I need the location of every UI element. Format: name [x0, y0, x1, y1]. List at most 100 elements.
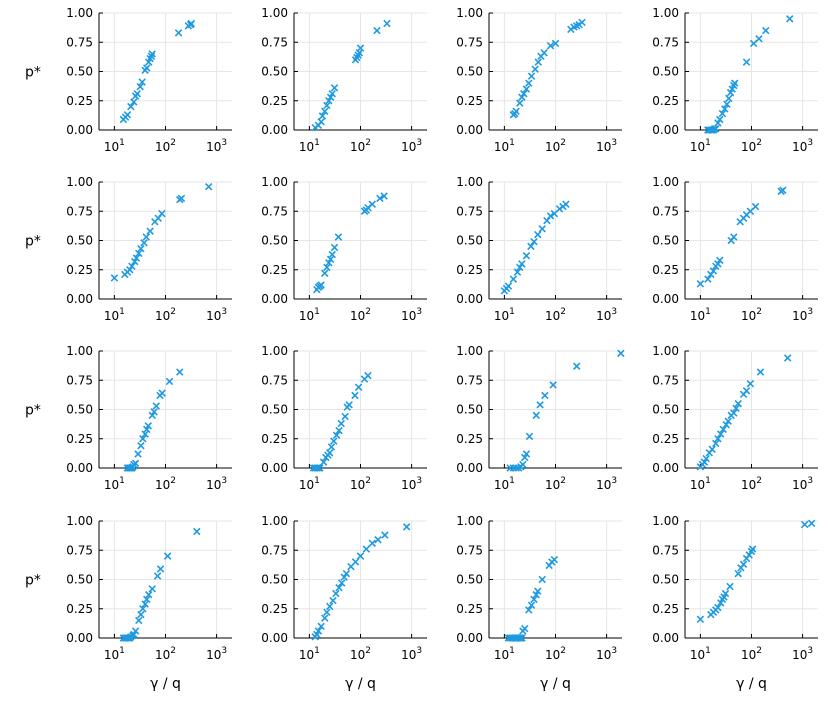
data-point — [137, 244, 145, 253]
data-point — [716, 256, 724, 265]
data-point — [143, 595, 151, 604]
data-point — [520, 453, 529, 462]
y-tick-label: 1.00 — [456, 175, 483, 189]
x-tick-label: 103 — [206, 476, 227, 492]
y-tick-label: 0.25 — [456, 263, 483, 277]
x-tick-label: 103 — [596, 138, 617, 154]
data-point — [342, 569, 351, 578]
data-point — [746, 380, 755, 388]
data-point — [745, 551, 753, 559]
data-point — [550, 555, 559, 564]
y-tick-label: 1.00 — [66, 6, 93, 20]
y-tick-label: 0.00 — [456, 292, 483, 306]
data-point — [143, 425, 151, 434]
subplot-7: 0.00 0.25 0.50 0.75 1.00 101 102 103 — [456, 175, 622, 323]
data-point — [318, 112, 327, 120]
data-point — [572, 362, 581, 370]
data-point — [351, 391, 359, 400]
data-point — [525, 79, 533, 87]
data-point — [532, 590, 540, 599]
data-point — [374, 535, 382, 544]
y-tick-label: 0.25 — [652, 263, 679, 277]
data-point — [381, 531, 389, 539]
data-point — [130, 630, 138, 639]
data-point — [710, 125, 719, 133]
y-tick-label: 0.75 — [652, 204, 679, 218]
y-tick-label: 0.00 — [652, 461, 679, 475]
data-point — [534, 587, 542, 595]
x-tick-label: 103 — [401, 307, 422, 323]
data-point — [734, 399, 742, 408]
y-tick-label: 0.50 — [261, 403, 288, 417]
y-tick-label: 0.75 — [456, 35, 483, 49]
data-point — [325, 602, 334, 611]
data-point — [152, 402, 161, 410]
data-point — [728, 85, 736, 93]
data-point — [156, 565, 165, 573]
data-point — [329, 596, 337, 605]
data-point — [518, 93, 526, 101]
x-tick-label: 102 — [741, 138, 762, 154]
y-tick-label: 1.00 — [66, 175, 93, 189]
y-tick-label: 0.50 — [261, 573, 288, 587]
x-tick-label: 103 — [206, 138, 227, 154]
y-tick-label: 0.25 — [261, 432, 288, 446]
data-point — [323, 101, 331, 110]
subplot-16: 0.00 0.25 0.50 0.75 1.00 101 102 103 γ / q — [652, 514, 818, 692]
x-tick-label: 103 — [206, 307, 227, 323]
subplot-14: 0.00 0.25 0.50 0.75 1.00 101 102 103 γ / q — [261, 514, 427, 692]
y-tick-label: 0.75 — [261, 204, 288, 218]
data-point — [362, 545, 371, 553]
y-tick-label: 0.50 — [261, 234, 288, 248]
data-point — [193, 527, 201, 536]
data-point — [321, 614, 329, 622]
data-point — [578, 18, 586, 27]
data-point — [187, 19, 196, 28]
data-point — [546, 42, 555, 50]
y-tick-label: 0.50 — [652, 403, 679, 417]
data-point — [525, 432, 534, 441]
y-tick-label: 0.00 — [261, 292, 288, 306]
y-tick-label: 0.25 — [66, 432, 93, 446]
x-tick-label: 101 — [299, 476, 320, 492]
y-tick-label: 0.25 — [261, 602, 288, 616]
data-point — [145, 58, 153, 66]
x-tick-label: 102 — [741, 476, 762, 492]
y-tick-label: 0.75 — [66, 35, 93, 49]
data-point — [148, 585, 156, 593]
y-tick-label: 0.25 — [66, 602, 93, 616]
x-tick-label: 101 — [299, 646, 320, 662]
x-tick-label: 102 — [741, 646, 762, 662]
y-tick-label: 0.75 — [66, 543, 93, 557]
x-tick-label: 101 — [104, 307, 125, 323]
y-tick-label: 0.75 — [652, 35, 679, 49]
y-tick-label: 0.75 — [261, 373, 288, 387]
data-point — [364, 371, 372, 380]
y-tick-label: 0.25 — [456, 94, 483, 108]
data-point — [368, 200, 377, 208]
data-point — [150, 408, 158, 416]
data-point — [143, 64, 151, 72]
y-tick-label: 0.00 — [261, 631, 288, 645]
y-tick-label: 0.75 — [66, 204, 93, 218]
data-point — [721, 589, 730, 598]
data-point — [165, 377, 174, 386]
data-point — [158, 209, 166, 218]
data-point — [726, 582, 734, 591]
y-tick-label: 0.00 — [66, 631, 93, 645]
data-point — [527, 601, 536, 609]
x-axis-label: γ / q — [345, 676, 376, 692]
y-tick-label: 0.00 — [66, 292, 93, 306]
data-point — [110, 274, 119, 282]
x-tick-label: 103 — [792, 307, 813, 323]
y-tick-label: 0.50 — [456, 573, 483, 587]
y-tick-label: 0.25 — [652, 432, 679, 446]
y-tick-label: 0.00 — [261, 461, 288, 475]
data-point — [153, 572, 162, 580]
subplot-8: 0.00 0.25 0.50 0.75 1.00 101 102 103 — [652, 175, 818, 323]
data-point — [145, 590, 153, 599]
data-point — [139, 435, 147, 443]
y-tick-label: 0.75 — [261, 35, 288, 49]
data-point — [724, 417, 732, 425]
data-point — [137, 610, 145, 619]
